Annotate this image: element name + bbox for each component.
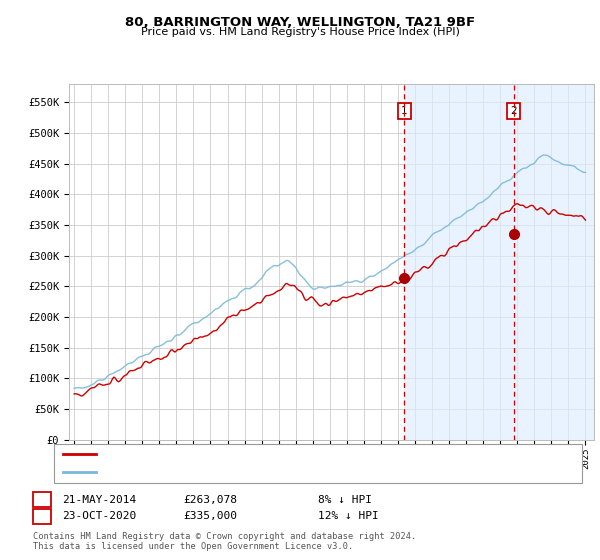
Text: £263,078: £263,078: [183, 494, 237, 505]
Text: 1: 1: [401, 106, 407, 116]
Text: Contains HM Land Registry data © Crown copyright and database right 2024.
This d: Contains HM Land Registry data © Crown c…: [33, 532, 416, 552]
Text: HPI: Average price, detached house, Somerset: HPI: Average price, detached house, Some…: [102, 466, 361, 477]
Text: 80, BARRINGTON WAY, WELLINGTON, TA21 9BF: 80, BARRINGTON WAY, WELLINGTON, TA21 9BF: [125, 16, 475, 29]
Text: 2: 2: [511, 106, 517, 116]
Text: Price paid vs. HM Land Registry's House Price Index (HPI): Price paid vs. HM Land Registry's House …: [140, 27, 460, 37]
Bar: [404, 84, 594, 440]
Text: 12% ↓ HPI: 12% ↓ HPI: [318, 511, 379, 521]
Text: 23-OCT-2020: 23-OCT-2020: [62, 511, 136, 521]
Text: 2: 2: [38, 511, 46, 521]
Text: 80, BARRINGTON WAY, WELLINGTON, TA21 9BF (detached house): 80, BARRINGTON WAY, WELLINGTON, TA21 9BF…: [102, 450, 437, 460]
Text: £335,000: £335,000: [183, 511, 237, 521]
Text: 21-MAY-2014: 21-MAY-2014: [62, 494, 136, 505]
Text: 1: 1: [38, 494, 46, 505]
Text: 8% ↓ HPI: 8% ↓ HPI: [318, 494, 372, 505]
